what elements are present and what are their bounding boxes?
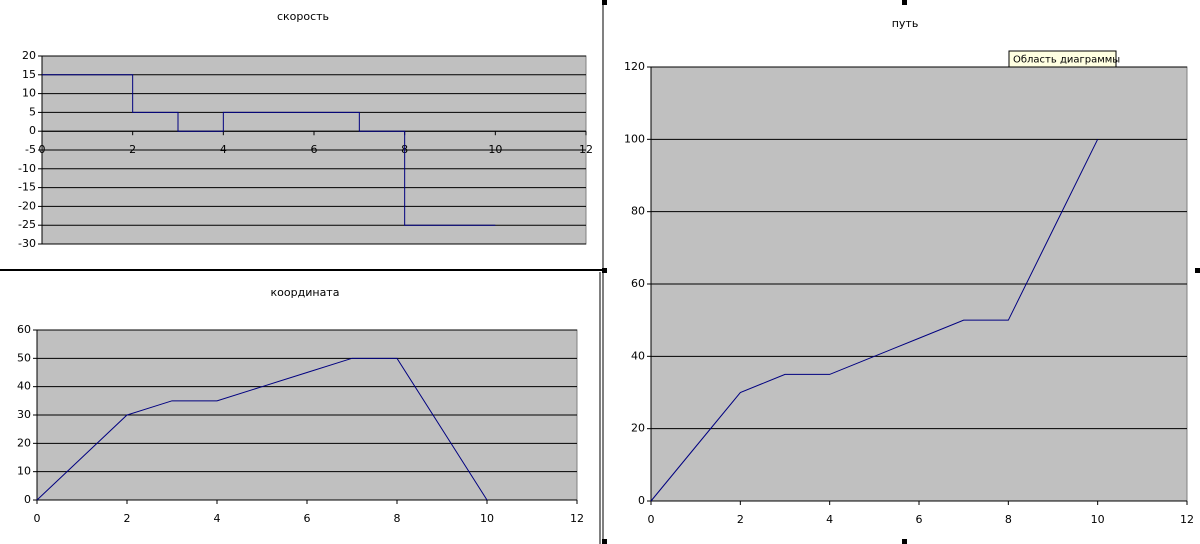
data-line [42, 74, 496, 226]
y-tick-label: -20 [18, 199, 36, 212]
x-tick-label: 12 [579, 143, 593, 156]
x-tick-label: 2 [737, 513, 744, 526]
y-tick-label: 40 [631, 349, 645, 362]
x-tick-label: 8 [394, 512, 401, 525]
y-tick-label: 10 [22, 87, 36, 100]
chart-title: координата [271, 286, 340, 299]
x-tick-label: 0 [34, 512, 41, 525]
y-tick-label: 0 [24, 493, 31, 506]
x-tick-label: 10 [1091, 513, 1105, 526]
y-tick-label: 20 [17, 436, 31, 449]
x-tick-label: 10 [480, 512, 494, 525]
chart-title: скорость [277, 10, 329, 23]
x-tick-label: 12 [1180, 513, 1194, 526]
y-tick-label: 15 [22, 68, 36, 81]
data-line [36, 357, 488, 501]
x-tick-label: 6 [916, 513, 923, 526]
y-tick-label: -25 [18, 218, 36, 231]
y-tick-label: -10 [18, 162, 36, 175]
y-tick-label: 20 [631, 422, 645, 435]
selection-handle[interactable] [602, 0, 607, 5]
selection-handle[interactable] [902, 0, 907, 5]
x-tick-label: 4 [214, 512, 221, 525]
y-tick-label: 50 [17, 351, 31, 364]
y-tick-label: 80 [631, 205, 645, 218]
selection-handle[interactable] [602, 268, 607, 273]
x-tick-label: 4 [220, 143, 227, 156]
y-tick-label: 0 [638, 494, 645, 507]
x-tick-label: 0 [39, 143, 46, 156]
y-tick-label: -5 [25, 143, 36, 156]
y-tick-label: 60 [17, 323, 31, 336]
x-tick-label: 0 [648, 513, 655, 526]
y-tick-label: 40 [17, 380, 31, 393]
x-tick-label: 8 [1005, 513, 1012, 526]
y-tick-label: 120 [624, 60, 645, 73]
selection-handle[interactable] [1195, 268, 1200, 273]
y-tick-label: 5 [29, 105, 36, 118]
y-tick-label: 100 [624, 132, 645, 145]
selection-handle[interactable] [902, 539, 907, 544]
x-tick-label: 6 [304, 512, 311, 525]
selection-handle[interactable] [602, 539, 607, 544]
x-tick-label: 10 [488, 143, 502, 156]
y-tick-label: 30 [17, 408, 31, 421]
chart-title: путь [892, 17, 919, 30]
y-tick-label: -30 [18, 237, 36, 250]
x-tick-label: 2 [129, 143, 136, 156]
tooltip: Область диаграммы [1008, 50, 1120, 68]
x-tick-label: 2 [124, 512, 131, 525]
x-tick-label: 4 [826, 513, 833, 526]
y-tick-label: 0 [29, 124, 36, 137]
y-tick-label: 20 [22, 49, 36, 62]
data-line [650, 139, 1099, 502]
tooltip-text: Область диаграммы [1013, 55, 1120, 66]
y-tick-label: 10 [17, 465, 31, 478]
x-tick-label: 12 [570, 512, 584, 525]
x-tick-label: 6 [311, 143, 318, 156]
y-tick-label: -15 [18, 181, 36, 194]
y-tick-label: 60 [631, 277, 645, 290]
tooltip-box [1008, 50, 1117, 68]
